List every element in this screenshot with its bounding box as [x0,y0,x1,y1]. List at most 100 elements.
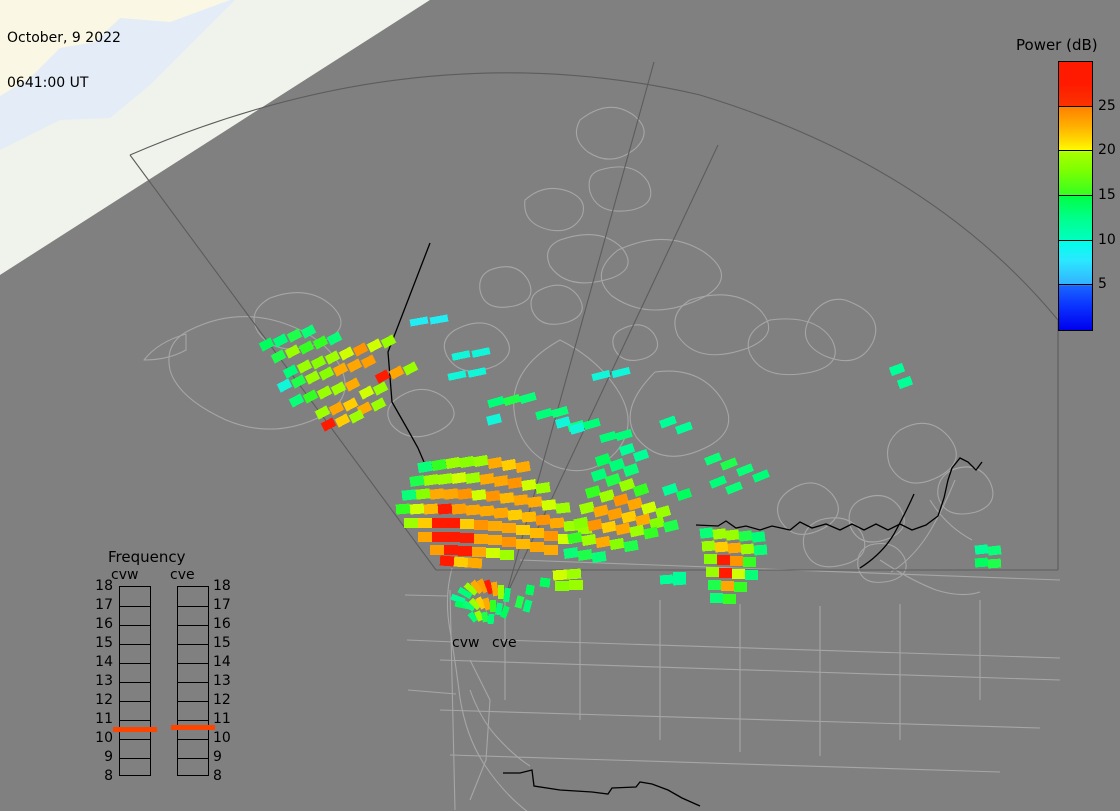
frequency-tick-label: 15 [95,635,113,651]
radar-cell [615,522,631,536]
radar-cell [360,354,377,369]
international-borders [387,242,983,807]
radar-cell [320,417,337,432]
radar-cell [487,456,503,470]
radar-cell [708,580,721,590]
radar-cell [595,535,611,549]
radar-cell [459,455,475,469]
radar-cell [366,338,383,353]
colorbar-band-separator [1058,150,1093,152]
frequency-scale-cvw [119,586,151,776]
radar-cell [467,557,483,569]
radar-cell [286,328,303,343]
radar-cell [429,314,449,325]
radar-cell [487,613,495,625]
timestamp-time: 0641:00 UT [7,75,89,91]
radar-cell [374,369,391,384]
colorbar-band-separator [1058,105,1093,107]
radar-cell [462,600,476,612]
radar-cell [720,457,738,471]
radar-cell [503,587,511,603]
radar-cell [521,511,537,523]
radar-cell [474,534,488,544]
frequency-gridline [178,644,208,645]
radar-cell [742,556,757,568]
frequency-gridline [120,644,150,645]
radar-cell [675,488,693,501]
radar-cell [342,397,359,412]
frequency-tick-label: 16 [95,616,113,632]
radar-cell [431,517,447,529]
radar-cell [587,518,603,532]
radar-cell [451,472,467,484]
radar-cell [516,539,530,549]
radar-cell [451,503,467,515]
frequency-scale-cve [177,586,209,776]
radar-cell [282,364,299,379]
radar-cell [573,516,589,530]
radar-cell [443,488,459,500]
radar-cell [535,407,553,421]
radar-cell [606,507,624,521]
radar-cell [447,370,467,381]
radar-cell [753,544,768,556]
frequency-gridline [120,701,150,702]
radar-cell [498,585,504,599]
radar-cell [486,413,502,426]
radar-cell [324,350,341,365]
radar-cell [326,331,343,346]
radar-cell [346,358,363,373]
radar-cell [555,416,571,429]
radar-cell [703,553,718,565]
radar-cell [590,468,608,482]
radar-cell [468,597,482,611]
radar-cell [481,611,489,623]
radar-cell [527,496,543,508]
radar-cell [431,458,447,472]
frequency-gridline [120,720,150,721]
radar-cell [401,489,417,501]
radar-cell [569,422,585,435]
radar-cell [987,558,1002,569]
frequency-tick-label: 14 [213,654,231,670]
radar-cell [330,381,347,396]
radar-cell [501,458,517,472]
frequency-tick-label: 8 [104,768,113,784]
radar-cell [380,334,397,349]
frequency-gridline [120,758,150,759]
radar-cell [490,600,496,612]
radar-cell [423,503,439,515]
radar-cell [632,449,650,462]
frequency-tick-label: 11 [95,711,113,727]
radar-cell [543,530,559,542]
radar-cell [888,362,906,377]
radar-cell [485,547,501,559]
radar-cell [714,541,729,553]
frequency-column-header-cve: cve [170,567,195,583]
radar-cell [465,472,481,484]
colorbar-band-separator [1058,284,1093,286]
radar-cell [487,520,503,532]
radar-cell [643,526,659,540]
radar-cell [699,527,714,539]
radar-cell [752,469,770,483]
radar-cell [467,367,487,378]
radar-cell [974,544,989,555]
radar-cell [471,546,487,558]
radar-cell [352,342,369,357]
radar-cell [581,533,597,547]
radar-cell [727,542,742,554]
timestamp: October, 9 2022 0641:00 UT [7,1,121,121]
radar-cell [507,509,523,521]
radar-cell [403,517,419,529]
frequency-tick-label: 18 [95,578,113,594]
frequency-gridline [120,663,150,664]
radar-cell [513,494,529,506]
radar-cell [338,346,355,361]
radar-cell [519,391,537,405]
radar-cell [609,537,625,551]
radar-cell [640,501,658,515]
radar-cell [578,501,596,515]
radar-cell [563,547,579,559]
